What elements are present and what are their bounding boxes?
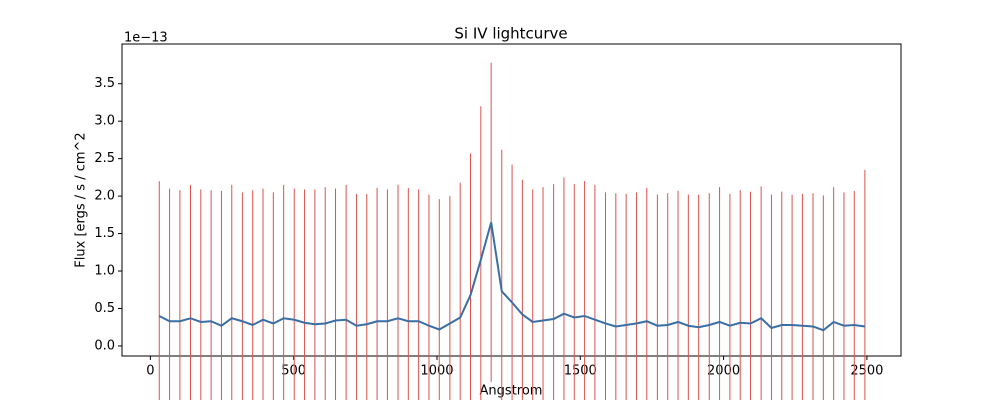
y-tick-label: 0.0 (94, 338, 115, 353)
y-tick-label: 3.5 (94, 76, 115, 91)
y-tick-label: 2.5 (94, 151, 115, 166)
chart-title: Si IV lightcurve (454, 25, 567, 43)
y-tick-label: 0.5 (94, 301, 115, 316)
x-tick-label: 500 (281, 364, 306, 379)
flux-line (158, 222, 866, 332)
y-tick-label: 1.0 (94, 264, 115, 279)
y-tick-label: 2.0 (94, 189, 115, 204)
y-offset-label: 1e−13 (124, 31, 168, 46)
x-tick-label: 1500 (564, 364, 597, 379)
x-axis-label: Angstrom (480, 384, 543, 399)
x-tick-label: 1000 (420, 364, 453, 379)
x-tick-label: 2500 (850, 364, 883, 379)
plot-frame (121, 43, 902, 357)
y-tick-label: 1.5 (94, 226, 115, 241)
y-tick-label: 3.0 (94, 114, 115, 129)
y-axis-label: Flux [ergs / s / cm^2 (74, 132, 89, 267)
x-tick-label: 2000 (707, 364, 740, 379)
x-tick-label: 0 (146, 364, 154, 379)
